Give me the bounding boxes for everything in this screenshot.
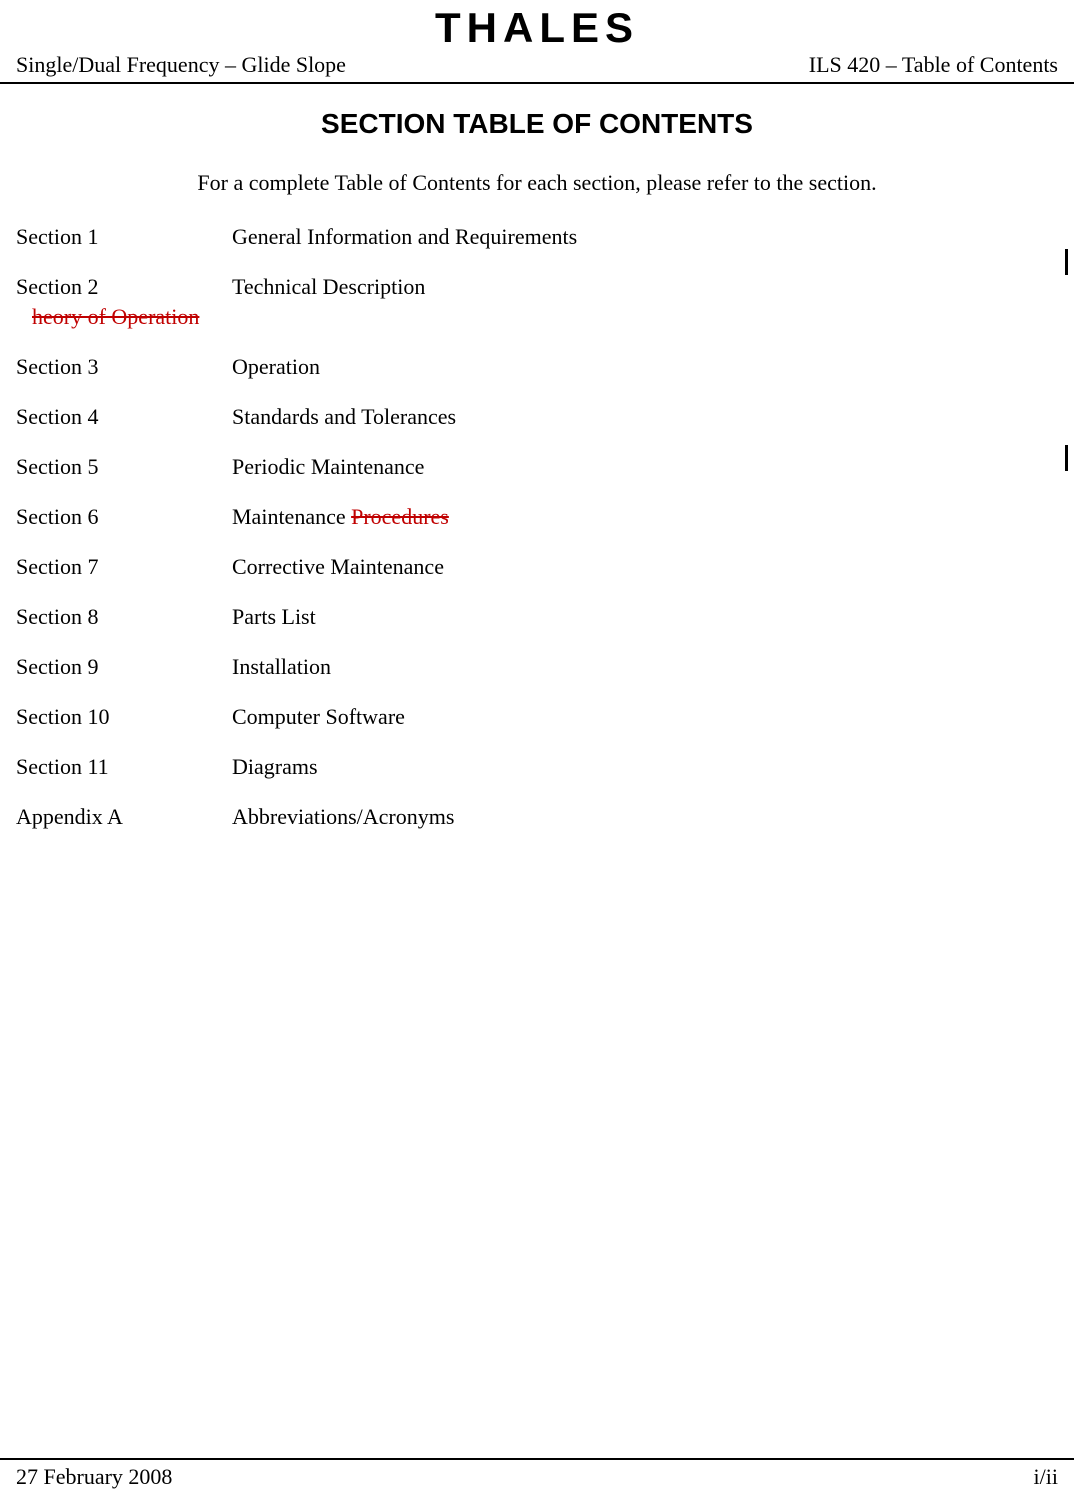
logo: THALES bbox=[0, 0, 1074, 52]
section-title: Periodic Maintenance bbox=[232, 454, 1058, 480]
section-label: Section 5 bbox=[16, 454, 232, 480]
section-title-text: Operation bbox=[232, 354, 320, 379]
section-title-text: Diagrams bbox=[232, 754, 318, 779]
section-title: General Information and Requirements bbox=[232, 224, 1058, 250]
section-title-text: Computer Software bbox=[232, 704, 405, 729]
header-row: Single/Dual Frequency – Glide Slope ILS … bbox=[0, 52, 1074, 84]
footer-date: 27 February 2008 bbox=[16, 1464, 172, 1490]
section-row: Section 11Diagrams bbox=[16, 754, 1058, 780]
section-label: Section 10 bbox=[16, 704, 232, 730]
section-label: Section 7 bbox=[16, 554, 232, 580]
section-row: Section 7Corrective Maintenance bbox=[16, 554, 1058, 580]
footer-page-number: i/ii bbox=[1034, 1464, 1058, 1490]
section-row: Section 3Operation bbox=[16, 354, 1058, 380]
sections-list: Section 1General Information and Require… bbox=[0, 224, 1074, 830]
change-bar bbox=[1065, 249, 1068, 275]
header-right: ILS 420 – Table of Contents bbox=[809, 52, 1058, 78]
section-title-text: Parts List bbox=[232, 604, 316, 629]
section-title-struck: Procedures bbox=[351, 504, 449, 529]
section-title: Technical Description bbox=[232, 274, 1058, 300]
section-label: Section 4 bbox=[16, 404, 232, 430]
section-title: Diagrams bbox=[232, 754, 1058, 780]
intro-text: For a complete Table of Contents for eac… bbox=[0, 170, 1074, 196]
section-row: Appendix AAbbreviations/Acronyms bbox=[16, 804, 1058, 830]
section-title-text: Standards and Tolerances bbox=[232, 404, 456, 429]
section-title-text: Abbreviations/Acronyms bbox=[232, 804, 454, 829]
section-supplementary-struck: heory of Operation bbox=[32, 304, 1058, 330]
section-title: Maintenance Procedures bbox=[232, 504, 1058, 530]
page-title: SECTION TABLE OF CONTENTS bbox=[0, 108, 1074, 140]
section-row: Section 9Installation bbox=[16, 654, 1058, 680]
section-title: Abbreviations/Acronyms bbox=[232, 804, 1058, 830]
section-row: Section 8Parts List bbox=[16, 604, 1058, 630]
section-row: Section 5Periodic Maintenance bbox=[16, 454, 1058, 480]
section-label: Section 2 bbox=[16, 274, 232, 300]
section-title-text: Periodic Maintenance bbox=[232, 454, 424, 479]
section-row: Section 1General Information and Require… bbox=[16, 224, 1058, 250]
header-left: Single/Dual Frequency – Glide Slope bbox=[16, 52, 346, 78]
section-label: Appendix A bbox=[16, 804, 232, 830]
section-label: Section 8 bbox=[16, 604, 232, 630]
section-row: Section 6Maintenance Procedures bbox=[16, 504, 1058, 530]
section-label: Section 1 bbox=[16, 224, 232, 250]
section-title-text: Corrective Maintenance bbox=[232, 554, 444, 579]
change-bar bbox=[1065, 445, 1068, 471]
section-label: Section 6 bbox=[16, 504, 232, 530]
footer-row: 27 February 2008 i/ii bbox=[0, 1458, 1074, 1490]
section-row: Section 2Technical Description bbox=[16, 274, 1058, 300]
section-title: Computer Software bbox=[232, 704, 1058, 730]
section-title-text: Technical Description bbox=[232, 274, 425, 299]
section-title: Corrective Maintenance bbox=[232, 554, 1058, 580]
section-title: Standards and Tolerances bbox=[232, 404, 1058, 430]
section-label: Section 9 bbox=[16, 654, 232, 680]
section-title-text: Maintenance bbox=[232, 504, 351, 529]
section-row: Section 10Computer Software bbox=[16, 704, 1058, 730]
section-row: Section 4Standards and Tolerances bbox=[16, 404, 1058, 430]
section-title-text: General Information and Requirements bbox=[232, 224, 577, 249]
section-title: Operation bbox=[232, 354, 1058, 380]
section-label: Section 11 bbox=[16, 754, 232, 780]
section-label: Section 3 bbox=[16, 354, 232, 380]
section-title: Installation bbox=[232, 654, 1058, 680]
section-title: Parts List bbox=[232, 604, 1058, 630]
section-title-text: Installation bbox=[232, 654, 331, 679]
